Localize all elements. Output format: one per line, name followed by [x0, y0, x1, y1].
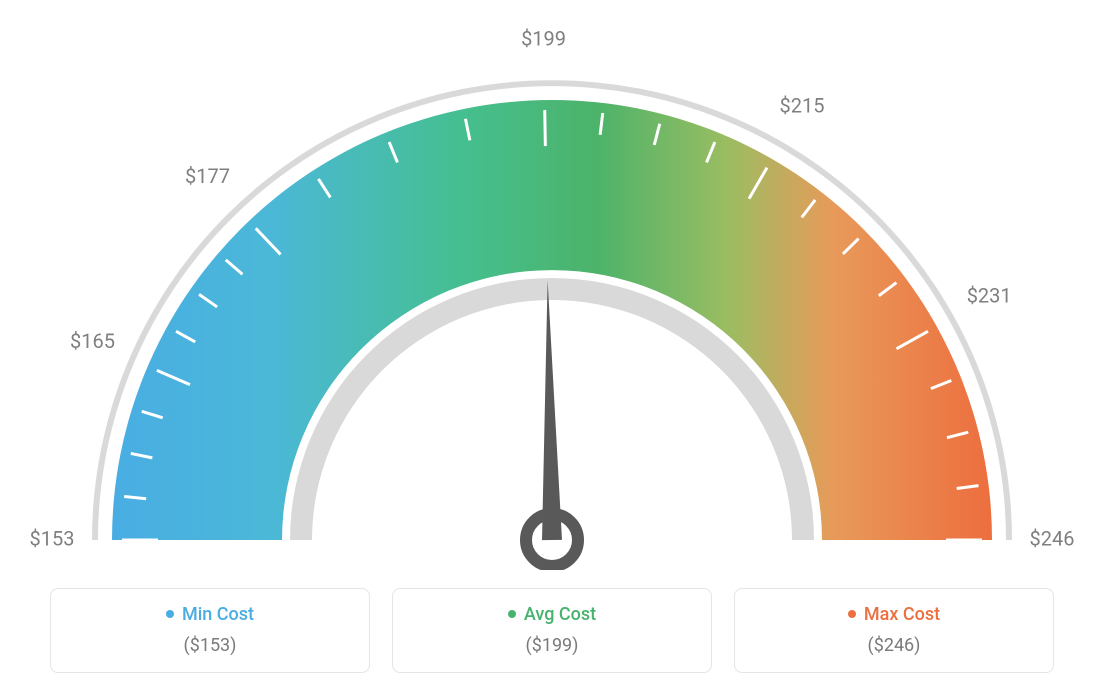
legend-avg-value: ($199)	[403, 635, 701, 656]
legend-max-title: Max Cost	[848, 604, 940, 625]
svg-text:$215: $215	[780, 93, 825, 117]
svg-text:$153: $153	[30, 526, 75, 550]
legend-card-max: Max Cost ($246)	[734, 588, 1054, 673]
svg-text:$231: $231	[967, 284, 1012, 308]
legend-max-value: ($246)	[745, 635, 1043, 656]
legend-avg-title: Avg Cost	[508, 604, 596, 625]
legend-min-value: ($153)	[61, 635, 359, 656]
gauge-chart: $153 $165 $177 $199 $215 $231 $246	[0, 0, 1104, 570]
legend-max-dot	[848, 610, 856, 618]
svg-text:$246: $246	[1030, 526, 1075, 550]
svg-text:$165: $165	[70, 329, 115, 353]
legend-card-min: Min Cost ($153)	[50, 588, 370, 673]
legend-min-title: Min Cost	[166, 604, 254, 625]
legend-min-dot	[166, 610, 174, 618]
legend-row: Min Cost ($153) Avg Cost ($199) Max Cost…	[0, 588, 1104, 673]
legend-max-label: Max Cost	[864, 604, 940, 625]
svg-text:$199: $199	[521, 26, 566, 50]
svg-text:$177: $177	[185, 164, 230, 188]
legend-min-label: Min Cost	[182, 604, 254, 625]
legend-avg-dot	[508, 610, 516, 618]
legend-avg-label: Avg Cost	[524, 604, 596, 625]
legend-card-avg: Avg Cost ($199)	[392, 588, 712, 673]
gauge-svg: $153 $165 $177 $199 $215 $231 $246	[0, 0, 1104, 570]
